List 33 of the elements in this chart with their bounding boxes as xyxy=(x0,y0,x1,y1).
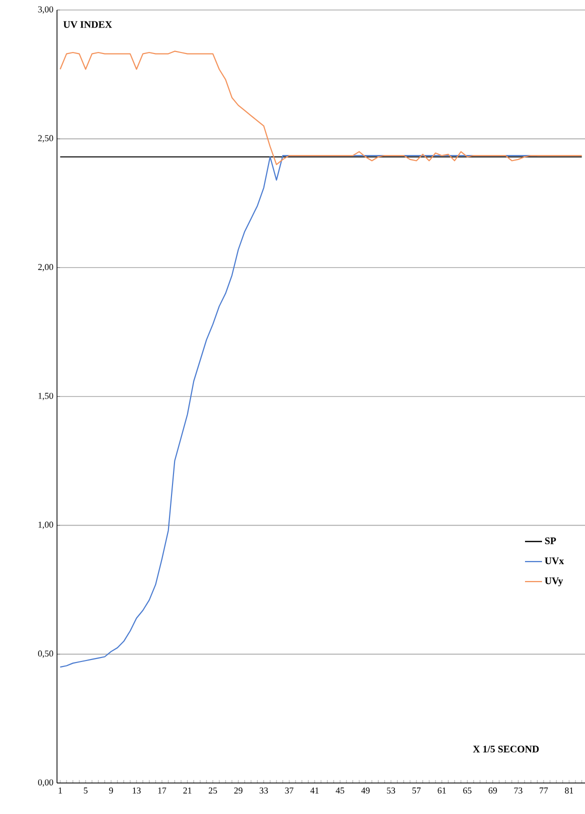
x-tick-label: 37 xyxy=(285,788,294,794)
x-tick-label: 5 xyxy=(84,788,88,794)
x-tick-label: 17 xyxy=(158,788,166,794)
x-tick-label: 69 xyxy=(488,788,497,794)
legend-label: UVx xyxy=(544,558,564,564)
x-tick-label: 25 xyxy=(208,788,217,794)
x-tick-label: 53 xyxy=(387,788,396,794)
x-tick-label: 33 xyxy=(260,788,268,794)
x-tick-label: 77 xyxy=(540,788,548,794)
x-tick-label: 21 xyxy=(183,788,192,794)
x-tick-label: 41 xyxy=(310,788,319,794)
x-axis-title: X 1/5 SECOND xyxy=(473,746,539,752)
x-tick-label: 57 xyxy=(412,788,421,794)
x-tick-label: 49 xyxy=(361,788,370,794)
y-tick-label: 3,00 xyxy=(38,6,54,14)
x-tick-label: 1 xyxy=(58,788,62,794)
y-tick-label: 0,00 xyxy=(38,779,54,787)
x-tick-label: 13 xyxy=(132,788,141,794)
y-tick-label: 2,00 xyxy=(38,264,54,272)
x-tick-label: 65 xyxy=(463,788,472,794)
legend-label: UVy xyxy=(544,578,563,586)
x-tick-label: 29 xyxy=(234,788,242,794)
y-tick-label: 0,50 xyxy=(38,650,54,658)
x-tick-label: 73 xyxy=(514,788,522,794)
y-tick-label: 2,50 xyxy=(38,135,54,142)
y-axis-title: UV INDEX xyxy=(63,21,112,28)
y-tick-label: 1,50 xyxy=(38,392,54,400)
x-tick-label: 45 xyxy=(336,788,344,794)
x-tick-label: 9 xyxy=(109,788,113,794)
x-tick-label: 61 xyxy=(438,788,446,794)
x-tick-label: 81 xyxy=(564,788,574,794)
legend-label: SP xyxy=(545,537,556,544)
y-tick-label: 1,00 xyxy=(38,522,54,529)
